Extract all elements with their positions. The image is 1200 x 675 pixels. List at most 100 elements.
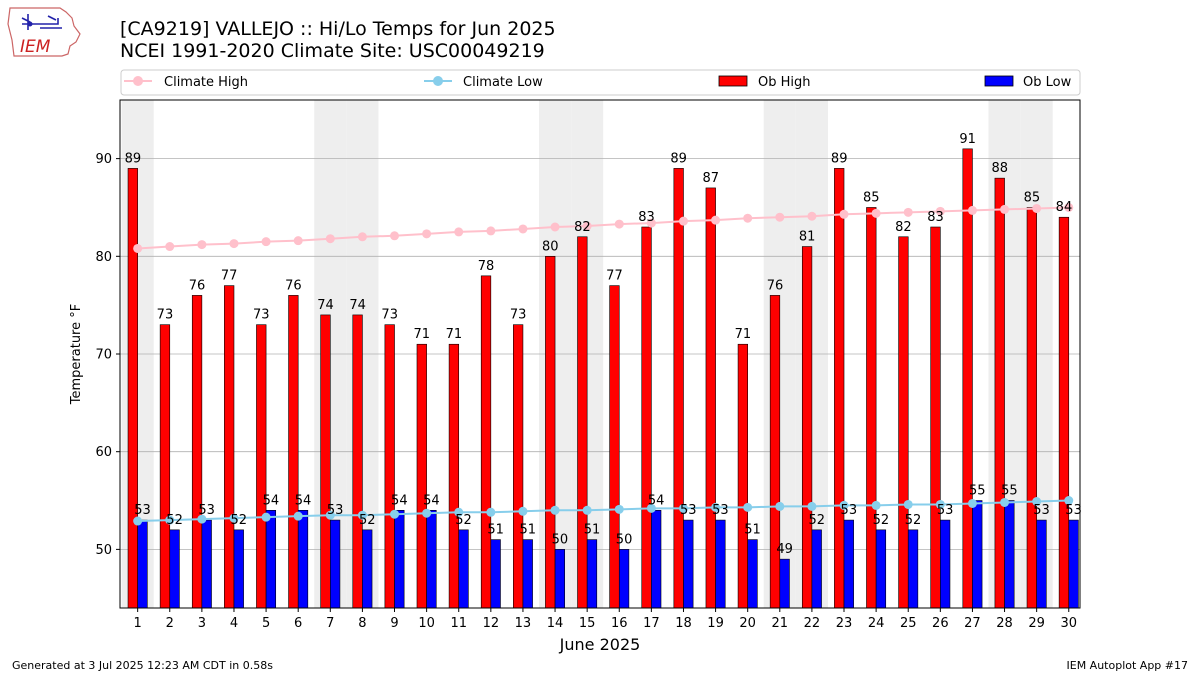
ob-low-value-label: 54 [263,493,280,508]
ob-low-value-label: 52 [166,513,183,528]
climate-high-point [293,236,303,246]
climate-high-point [454,227,464,237]
ob-high-bar [513,324,524,609]
chart-subtitle: NCEI 1991-2020 Climate Site: USC00049219 [120,40,545,62]
ob-high-value-label: 82 [895,220,912,235]
climate-low-point [325,510,335,520]
x-tick-label: 29 [1028,616,1045,631]
climate-low-point [357,510,367,520]
climate-high-point [903,207,913,217]
climate-high-line [137,206,1069,250]
climate-low-point [422,508,432,518]
legend-ob-high-label: Ob High [758,75,811,90]
ob-low-value-label: 52 [359,513,376,528]
ob-high-bar [256,324,267,609]
climate-low-point [261,512,271,522]
climate-high-point [967,205,977,215]
ob-high-value-label: 81 [799,230,816,245]
ob-high-value-label: 76 [767,278,784,293]
generated-timestamp: Generated at 3 Jul 2025 12:23 AM CDT in … [12,659,273,672]
x-tick-label: 12 [483,616,500,631]
ob-low-bar [522,539,533,609]
x-tick-label: 23 [836,616,853,631]
ob-low-value-label: 54 [423,493,440,508]
climate-low-point [133,516,143,526]
grid-lines [120,158,1080,550]
ob-high-bar [127,168,138,609]
ob-high-bar [834,168,845,609]
x-tick-label: 17 [643,616,660,631]
climate-low-point [486,507,496,517]
climate-low-point [1064,496,1074,506]
ob-high-bar [416,343,427,609]
ob-low-value-label: 55 [969,484,986,499]
ob-high-bar [737,343,748,609]
climate-low-point [614,504,624,514]
x-tick-label: 15 [579,616,596,631]
ob-low-value-label: 53 [841,503,858,518]
x-tick-label: 3 [198,616,206,631]
y-tick-label: 70 [95,348,112,363]
ob-high-value-label: 85 [863,190,880,205]
y-tick-label: 60 [95,445,112,460]
climate-high-point [775,212,785,222]
ob-high-bar [673,168,684,609]
climate-low-point [935,499,945,509]
ob-high-value-label: 77 [606,269,623,284]
climate-low-point [1000,497,1010,507]
climate-low-point [807,501,817,511]
x-tick-label: 4 [230,616,238,631]
climate-high-point [582,221,592,231]
x-ticks: 1 2 3 4 5 6 7 8 9 10 11 12 13 14 15 16 17 18 19 20 21 22 23 24 2… [134,608,1077,631]
ob-low-value-label: 51 [519,523,536,538]
climate-low-point [839,500,849,510]
legend-frame [120,69,1081,96]
climate-high-point [839,209,849,219]
ob-low-bar [747,539,758,609]
x-tick-label: 26 [932,616,949,631]
ob-high-bar [224,285,235,609]
ob-high-bar [994,177,1005,609]
weather-instruments-icon [21,14,62,30]
y-tick-label: 80 [95,250,112,265]
ob-high-bar [352,314,363,609]
ob-high-value-label: 89 [831,151,848,166]
x-tick-label: 2 [166,616,174,631]
climate-high-point [325,234,335,244]
ob-low-bar [940,519,951,609]
ob-high-value-label: 89 [125,151,142,166]
climate-low-point [518,506,528,516]
iem-logo: IEM [7,7,81,57]
ob-low-value-label: 53 [134,503,151,518]
climate-high-point [165,242,175,252]
x-tick-label: 27 [964,616,981,631]
x-tick-label: 16 [611,616,628,631]
climate-low-point [678,503,688,513]
ob-high-bar [866,207,877,609]
ob-high-value-label: 73 [157,308,174,323]
ob-high-value-label: 78 [478,259,495,274]
climate-high-point [197,240,207,250]
ob-low-bar [265,510,277,609]
ob-low-value-label: 49 [776,542,793,557]
climate-high-point [261,237,271,247]
ob-high-bar [1058,216,1070,609]
climate-high-point [935,206,945,216]
y-tick-label: 90 [95,152,112,167]
ob-low-value-label: 51 [584,523,601,538]
ob-low-bar [618,549,630,609]
y-ticks: 50 60 70 80 90 [95,152,120,558]
ob-low-bar [201,519,212,609]
ob-high-value-label: 73 [381,308,398,323]
x-axis-label: June 2025 [559,635,641,654]
y-tick-label: 50 [95,543,112,558]
ob-high-bar [705,187,716,609]
ob-low-value-label: 52 [873,513,890,528]
instrument-dot-icon [27,21,33,27]
ob-high-bar [1026,207,1037,609]
climate-lines [133,202,1074,526]
climate-high-point [357,232,367,242]
x-tick-label: 9 [390,616,398,631]
climate-low-point [454,507,464,517]
x-tick-label: 1 [134,616,142,631]
